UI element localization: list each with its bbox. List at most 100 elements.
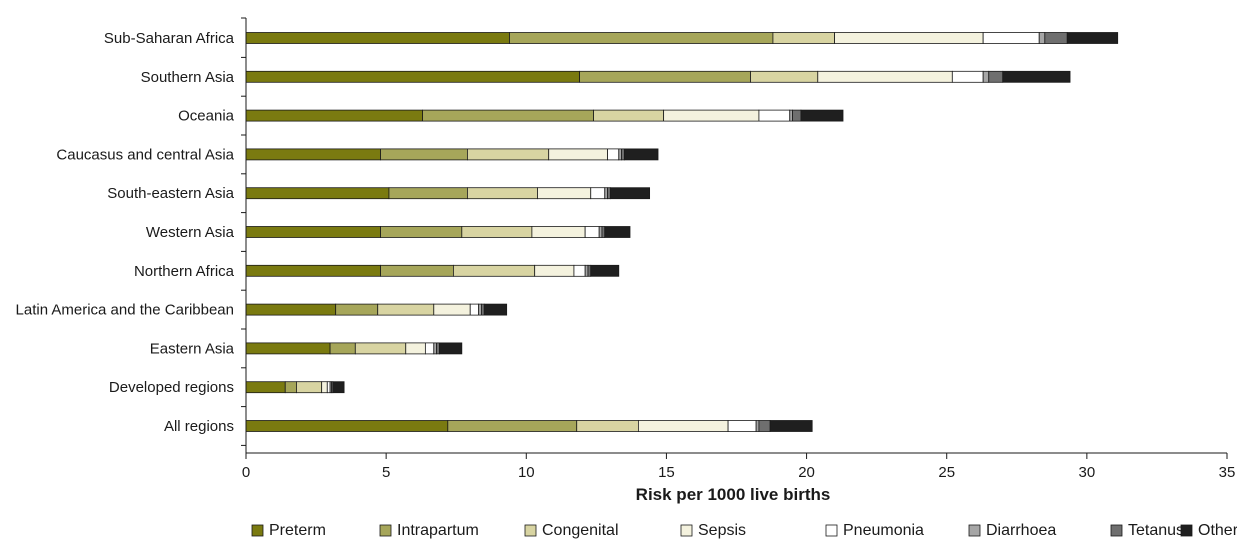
legend-swatch-congenital	[524, 524, 537, 537]
bar-segment-preterm	[245, 187, 390, 200]
legend-swatch-intrapartum	[379, 524, 392, 537]
bar-segment-preterm	[245, 226, 381, 238]
legend-label-intrapartum: Intrapartum	[397, 522, 479, 539]
bar-segment-congenital	[593, 109, 665, 122]
bar-segment-sepsis	[548, 148, 608, 161]
bar-segment-sepsis	[817, 70, 953, 83]
bar-segment-preterm	[245, 342, 331, 355]
bar-segment-preterm	[245, 148, 381, 161]
legend-label-pneumonia: Pneumonia	[843, 522, 924, 539]
bar-segment-preterm	[245, 70, 580, 83]
category-label: Developed regions	[109, 379, 234, 396]
bar-segment-tetanus	[1044, 32, 1068, 44]
x-axis-title: Risk per 1000 live births	[636, 485, 831, 504]
bar-segment-preterm	[245, 32, 510, 44]
category-label: Eastern Asia	[150, 340, 235, 357]
bar-segment-diarrhoea	[433, 342, 437, 355]
legend-swatch-tetanus	[1110, 524, 1123, 537]
y-axis: Sub-Saharan Africa Southern Asia Oceania Ca…	[16, 17, 247, 453]
category-label: Southern Asia	[141, 69, 235, 86]
bar-segment-other	[1002, 70, 1071, 83]
bar-segment-other	[609, 187, 651, 200]
bar-segment-diarrhoea	[598, 226, 603, 238]
bar-segment-other	[332, 381, 345, 394]
bar-segment-pneumonia	[727, 420, 757, 432]
bar-segment-pneumonia	[982, 32, 1040, 44]
bar-segment-intrapartum	[422, 109, 594, 122]
category-label: Western Asia	[146, 224, 235, 241]
bar-segment-congenital	[453, 264, 536, 277]
bar-segment-diarrhoea	[755, 420, 760, 432]
bar-segment-intrapartum	[509, 32, 774, 44]
bar-segment-congenital	[354, 342, 407, 355]
bar-segment-pneumonia	[424, 342, 435, 355]
bar-segment-tetanus	[621, 148, 625, 161]
legend-label-congenital: Congenital	[542, 522, 619, 539]
x-tick-label: 15	[658, 464, 675, 481]
x-axis: 0 5 10 15 20 25 30 35	[242, 452, 1236, 481]
legend-label-other: Other	[1198, 522, 1237, 539]
legend-label-tetanus: Tetanus	[1128, 522, 1184, 539]
bar-segment-diarrhoea	[1038, 32, 1046, 44]
bar-segment-intrapartum	[579, 70, 751, 83]
bar-segment-congenital	[296, 381, 323, 394]
bar-segment-intrapartum	[380, 264, 454, 277]
legend-label-diarrhoea: Diarrhoea	[986, 522, 1056, 539]
bar-segment-tetanus	[758, 420, 771, 432]
bar-segment-sepsis	[834, 32, 984, 44]
bar-segment-sepsis	[321, 381, 328, 394]
bar-segment-other	[483, 303, 508, 316]
bar-segment-tetanus	[587, 264, 592, 277]
category-label: Northern Africa	[134, 263, 235, 280]
legend-swatch-diarrhoea	[968, 524, 981, 537]
bar-segment-other	[604, 226, 631, 238]
category-label: Sub-Saharan Africa	[104, 30, 235, 47]
bar-segment-sepsis	[405, 342, 426, 355]
bar-segment-congenital	[750, 70, 819, 83]
legend-label-sepsis: Sepsis	[698, 522, 746, 539]
bar-segment-intrapartum	[380, 226, 463, 238]
bar-segment-other	[590, 264, 620, 277]
bar-segment-diarrhoea	[982, 70, 990, 83]
bar-segment-pneumonia	[573, 264, 586, 277]
bar-segment-pneumonia	[326, 381, 331, 394]
bar-segment-intrapartum	[284, 381, 297, 394]
category-label: Oceania	[178, 108, 235, 125]
plot-area	[245, 32, 1119, 432]
bar-segment-tetanus	[601, 226, 606, 238]
bar-segment-intrapartum	[380, 148, 468, 161]
bar-segment-diarrhoea	[478, 303, 482, 316]
x-tick-label: 35	[1219, 464, 1236, 481]
bar-segment-intrapartum	[447, 420, 578, 432]
legend-swatch-preterm	[251, 524, 264, 537]
x-tick-label: 20	[798, 464, 815, 481]
bar-segment-preterm	[245, 381, 286, 394]
bar-segment-sepsis	[638, 420, 729, 432]
bar-segment-congenital	[576, 420, 639, 432]
category-label: Caucasus and central Asia	[56, 146, 234, 163]
legend-label-preterm: Preterm	[269, 522, 326, 539]
bar-segment-tetanus	[436, 342, 440, 355]
bar-segment-congenital	[467, 187, 538, 200]
bar-segment-intrapartum	[335, 303, 379, 316]
bar-segment-pneumonia	[469, 303, 480, 316]
legend-swatch-other	[1180, 524, 1193, 537]
bar-segment-diarrhoea	[618, 148, 622, 161]
bar-segment-congenital	[461, 226, 533, 238]
bar-segment-tetanus	[988, 70, 1004, 83]
bar-segment-other	[1066, 32, 1119, 44]
x-tick-label: 0	[242, 464, 250, 481]
bar-segment-sepsis	[433, 303, 471, 316]
bar-segment-congenital	[377, 303, 435, 316]
bar-segment-diarrhoea	[584, 264, 589, 277]
bar-segment-pneumonia	[758, 109, 791, 122]
bar-segment-tetanus	[607, 187, 611, 200]
bar-segment-other	[438, 342, 463, 355]
bar-segment-diarrhoea	[604, 187, 608, 200]
x-tick-label: 10	[518, 464, 535, 481]
bar-segment-intrapartum	[329, 342, 356, 355]
bar-segment-pneumonia	[607, 148, 620, 161]
legend-swatch-pneumonia	[825, 524, 838, 537]
legend-swatch-sepsis	[680, 524, 693, 537]
